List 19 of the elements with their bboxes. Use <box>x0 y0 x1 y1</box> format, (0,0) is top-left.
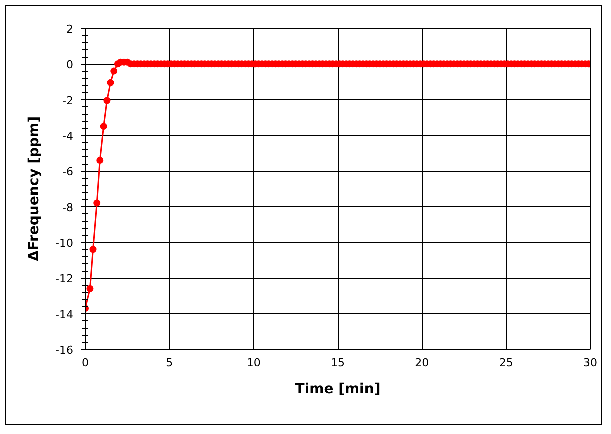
x-tick-label: 5 <box>166 356 174 370</box>
y-tick-label: -12 <box>56 272 74 286</box>
x-tick-label: 30 <box>584 356 598 370</box>
y-tick-label: -10 <box>56 237 74 250</box>
y-axis-title: ΔFrequency [ppm] <box>26 116 43 262</box>
x-tick-label: 0 <box>82 356 89 370</box>
y-tick-label: 2 <box>66 23 74 36</box>
y-tick-label: -2 <box>62 94 74 108</box>
y-tick-label: -14 <box>56 308 74 322</box>
x-tick-label: 25 <box>499 356 514 370</box>
y-tick-label: -6 <box>62 166 74 179</box>
y-tick-label: -16 <box>56 344 74 357</box>
y-tick-label: -8 <box>62 201 74 214</box>
y-tick-label: 0 <box>66 58 74 72</box>
x-tick-label: 15 <box>331 356 345 370</box>
x-axis-title: Time [min] <box>295 382 381 398</box>
x-tick-label: 10 <box>246 356 261 370</box>
x-tick-label: 20 <box>415 356 430 370</box>
y-tick-label: -4 <box>62 130 74 143</box>
